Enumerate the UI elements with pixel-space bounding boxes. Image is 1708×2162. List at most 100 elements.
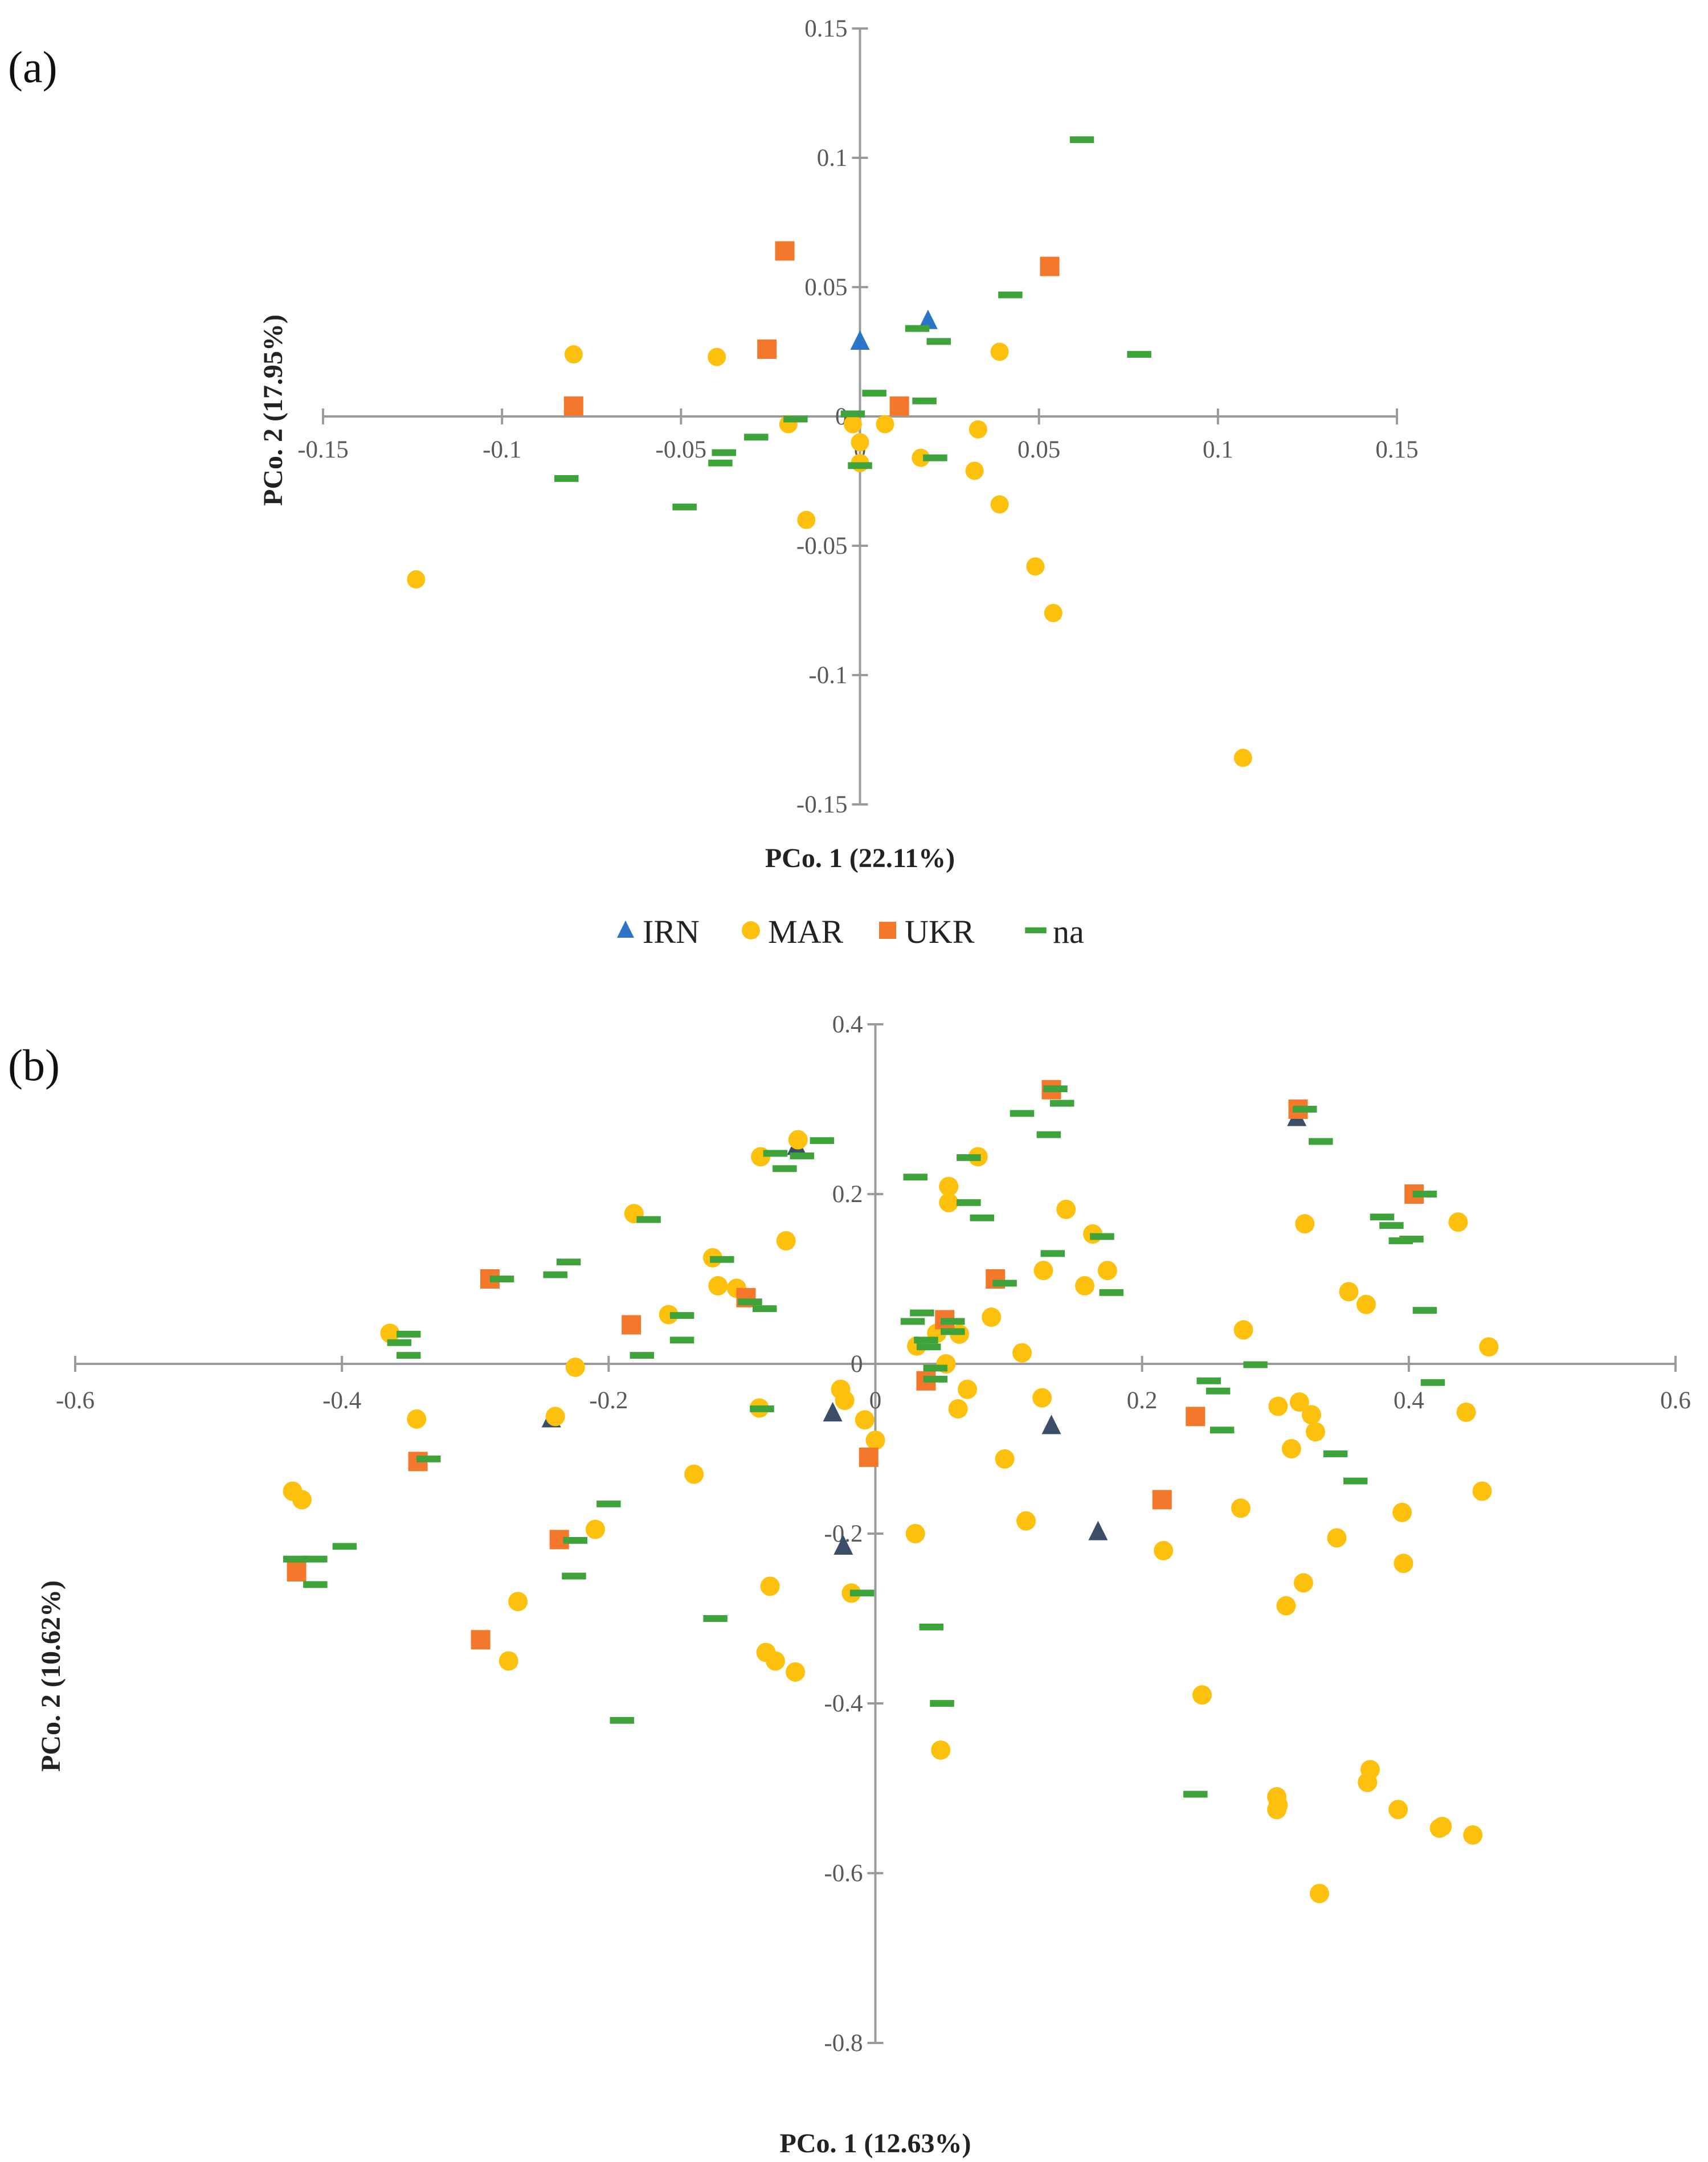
point-mar-54 [1276, 1596, 1296, 1616]
x-tick-label-0-1: -0.1 [483, 436, 521, 463]
x-axis-title: PCo. 1 (22.11%) [765, 843, 955, 873]
point-na-37 [916, 1343, 941, 1351]
point-na-14 [672, 503, 697, 510]
point-na-8 [1379, 1222, 1404, 1229]
point-mar-26 [855, 1410, 875, 1430]
point-mar-3 [797, 510, 816, 529]
panel-b-chart: -0.6 -0.4 -0.2 0 0.2 0.4 0.6-0.8-0.6-0.4-0.200… [8, 1011, 1691, 2159]
point-na-27 [957, 1154, 981, 1161]
point-ukr-3 [1040, 256, 1060, 276]
y-tick-label-0-15: -0.15 [796, 791, 848, 818]
point-na-32 [941, 1318, 965, 1325]
point-mar-21 [765, 1651, 785, 1671]
point-na-9 [848, 462, 872, 469]
point-na-11 [744, 434, 769, 441]
point-mar-28 [905, 1524, 925, 1543]
point-mar-14 [508, 1592, 528, 1612]
point-na-24 [903, 1174, 927, 1181]
point-na-51 [543, 1271, 567, 1278]
point-na-45 [636, 1216, 661, 1223]
point-na-29 [1090, 1233, 1114, 1240]
point-na-10 [783, 415, 808, 423]
point-na-22 [773, 1165, 797, 1172]
point-mar-39 [995, 1449, 1015, 1469]
point-na-41 [738, 1298, 762, 1306]
y-axis-title: PCo. 2 (17.95%) [258, 314, 288, 506]
point-mar-27 [865, 1431, 885, 1450]
point-irn-2 [833, 1535, 853, 1555]
x-tick-label-0-05: -0.05 [656, 436, 707, 463]
y-tick-label-0: 0 [851, 1351, 863, 1378]
point-na-0 [1043, 1085, 1068, 1093]
point-mar-34 [948, 1399, 968, 1419]
point-na-60 [283, 1555, 308, 1563]
point-mar-64 [1309, 1883, 1329, 1903]
point-mar-9 [545, 1407, 565, 1427]
x-tick-label-0-4: -0.4 [322, 1387, 361, 1414]
point-na-13 [1243, 1361, 1268, 1368]
point-ukr-13 [471, 1630, 491, 1650]
point-na-34 [900, 1318, 925, 1325]
x-tick-label-0-2: -0.2 [589, 1387, 628, 1414]
point-na-35 [910, 1309, 934, 1317]
point-ukr-1 [757, 339, 777, 359]
point-na-48 [610, 1716, 634, 1724]
point-ukr-8 [622, 1315, 641, 1335]
point-na-25 [957, 1199, 981, 1206]
point-na-54 [562, 1572, 586, 1580]
point-mar-13 [292, 1490, 312, 1510]
point-na-64 [930, 1700, 954, 1707]
point-na-26 [970, 1214, 995, 1221]
x-axis-title: PCo. 1 (12.63%) [780, 2128, 971, 2159]
y-tick-label-0-05: 0.05 [804, 274, 847, 301]
point-mar-16 [585, 1519, 605, 1539]
point-na-23 [763, 1150, 788, 1157]
y-tick-label-0-4: -0.4 [824, 1690, 863, 1717]
x-tick-label-0-6: -0.6 [56, 1387, 95, 1414]
point-na-42 [710, 1256, 734, 1263]
point-mar-60 [1305, 1422, 1325, 1442]
point-mar-32 [939, 1176, 959, 1196]
point-mar-47 [1097, 1261, 1117, 1281]
point-mar-6 [876, 415, 894, 434]
point-na-38 [923, 1375, 948, 1383]
point-na-16 [1210, 1427, 1235, 1434]
point-na-7 [862, 390, 886, 397]
point-mar-74 [1432, 1817, 1452, 1837]
point-na-6 [923, 454, 947, 461]
y-tick-label-0-6: -0.6 [824, 1860, 863, 1887]
legend-marker-irn [617, 920, 634, 938]
point-mar-11 [990, 342, 1009, 361]
point-mar-0 [564, 345, 583, 364]
point-na-8 [840, 410, 865, 418]
x-tick-label-0: 0 [869, 1387, 882, 1414]
point-na-1 [1127, 351, 1151, 358]
point-na-15 [1206, 1387, 1231, 1395]
x-tick-label-0-05: 0.05 [1018, 436, 1060, 463]
x-tick-label-0-15: 0.15 [1375, 436, 1418, 463]
point-na-28 [1040, 1250, 1065, 1257]
y-tick-label-0-1: -0.1 [808, 662, 847, 689]
legend-marker-ukr [879, 922, 896, 939]
point-na-31 [992, 1280, 1017, 1287]
point-ukr-4 [889, 396, 909, 416]
point-na-21 [790, 1152, 815, 1159]
panel-label: (b) [8, 1040, 60, 1090]
point-mar-8 [969, 420, 987, 439]
legend-label-ukr: UKR [905, 913, 975, 950]
point-na-18 [1343, 1477, 1368, 1485]
point-mar-76 [1456, 1402, 1476, 1422]
point-mar-70 [1388, 1800, 1408, 1820]
point-mar-36 [958, 1379, 978, 1399]
point-na-2 [1010, 1110, 1035, 1117]
point-mar-53 [1268, 1396, 1288, 1416]
point-mar-13 [1044, 604, 1063, 623]
point-na-50 [556, 1258, 581, 1266]
point-mar-57 [1293, 1573, 1313, 1593]
point-na-14 [1196, 1377, 1221, 1384]
point-mar-55 [1281, 1439, 1301, 1458]
point-mar-8 [565, 1357, 585, 1377]
point-mar-42 [1033, 1261, 1053, 1281]
point-mar-10 [407, 1409, 427, 1429]
